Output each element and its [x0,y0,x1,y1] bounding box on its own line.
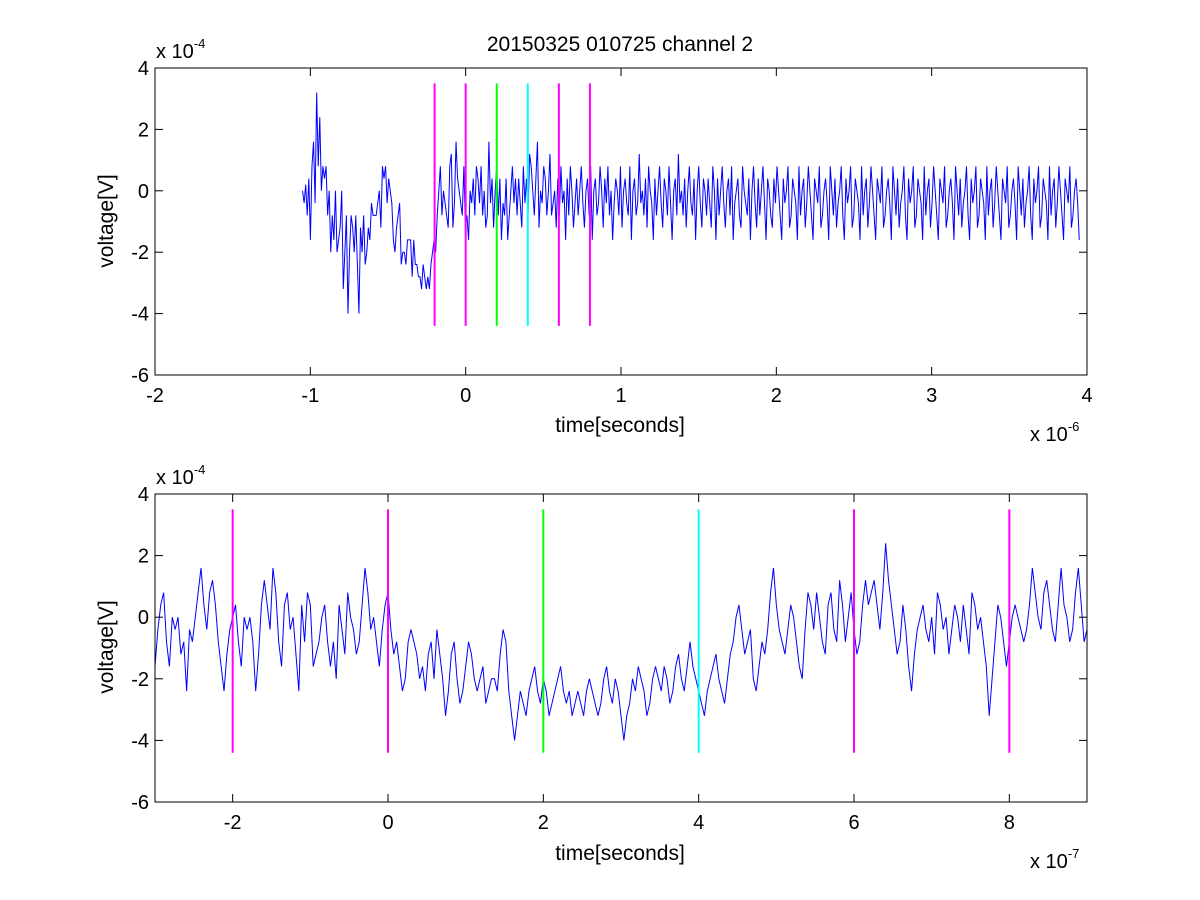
plot-bottom-ylabel: voltage[V] [95,600,118,693]
plot-bottom-xtick-label: 0 [382,812,393,834]
plot-bottom-x-exponent: x 10-7 [1030,846,1079,873]
plot-top-y-multiplier: x 10 [156,41,194,63]
plot-bottom-traces [154,543,1088,741]
plot-bottom-y-multiplier: x 10 [156,467,194,489]
plot-top-y-exponent: x 10-4 [156,36,205,63]
plot-bottom-ytick-label: 2 [138,546,149,568]
plot-top-xtick-label: 0 [460,385,471,407]
plot-bottom: -2 0 2 4 6 8 4 2 0 -2 -4 -6 time[seconds] voltage[V… [95,462,1088,873]
plot-top-xtick-label: 4 [1081,385,1092,407]
plot-top-x-exponent-value: -6 [1068,419,1080,434]
plot-top-ticks: -2 -1 0 1 2 3 4 4 2 0 -2 -4 -6 [131,58,1092,407]
plot-bottom-axes-box [154,493,1088,803]
plot-top-ytick-label: -4 [131,304,149,326]
plot-bottom-xlabel: time[seconds] [555,842,685,865]
plot-bottom-xtick-label: 8 [1004,812,1015,834]
plot-top-xtick-label: 3 [926,385,937,407]
plot-top-xtick-label: 1 [615,385,626,407]
plot-top-xtick-label: 2 [771,385,782,407]
plot-bottom-y-exponent-value: -4 [194,462,206,477]
plot-top: -2 -1 0 1 2 3 4 4 2 0 -2 -4 -6 time[seconds] voltage… [95,36,1093,446]
plot-bottom-ytick-label: -2 [131,669,149,691]
plot-top-y-exponent-value: -4 [194,36,206,51]
plot-bottom-y-exponent: x 10-4 [156,462,205,489]
plot-bottom-xtick-label: -2 [224,812,242,834]
plot-bottom-x-multiplier: x 10 [1030,851,1068,873]
figure-title: 20150325 010725 channel 2 [487,33,753,56]
plot-top-x-exponent: x 10-6 [1030,419,1079,446]
plot-top-markers [433,83,591,326]
plot-top-ytick-label: -2 [131,242,149,264]
plot-bottom-xtick-label: 2 [538,812,549,834]
plot-top-ytick-label: 0 [138,181,149,203]
plot-bottom-ytick-label: 4 [138,484,149,506]
plot-top-traces [302,92,1080,314]
plot-top-xlabel: time[seconds] [555,414,685,437]
plot-bottom-markers [231,509,1011,753]
plot-top-series-line-0 [302,92,1080,314]
plot-top-ylabel: voltage[V] [95,174,118,267]
plot-bottom-ticks: -2 0 2 4 6 8 4 2 0 -2 -4 -6 [131,484,1087,834]
plot-top-ytick-label: 4 [138,58,149,80]
plot-top-x-multiplier: x 10 [1030,424,1068,446]
plot-top-ytick-label: -6 [131,365,149,387]
plot-bottom-ytick-label: 0 [138,607,149,629]
plot-bottom-series-line-0 [154,543,1088,741]
plot-bottom-x-exponent-value: -7 [1068,846,1080,861]
plot-top-xtick-label: -2 [146,385,164,407]
plot-bottom-ytick-label: -4 [131,730,149,752]
plot-bottom-xtick-label: 6 [848,812,859,834]
plot-bottom-ytick-label: -6 [131,792,149,814]
plot-top-xtick-label: -1 [301,385,319,407]
plot-bottom-xtick-label: 4 [693,812,704,834]
plot-top-ytick-label: 2 [138,119,149,141]
